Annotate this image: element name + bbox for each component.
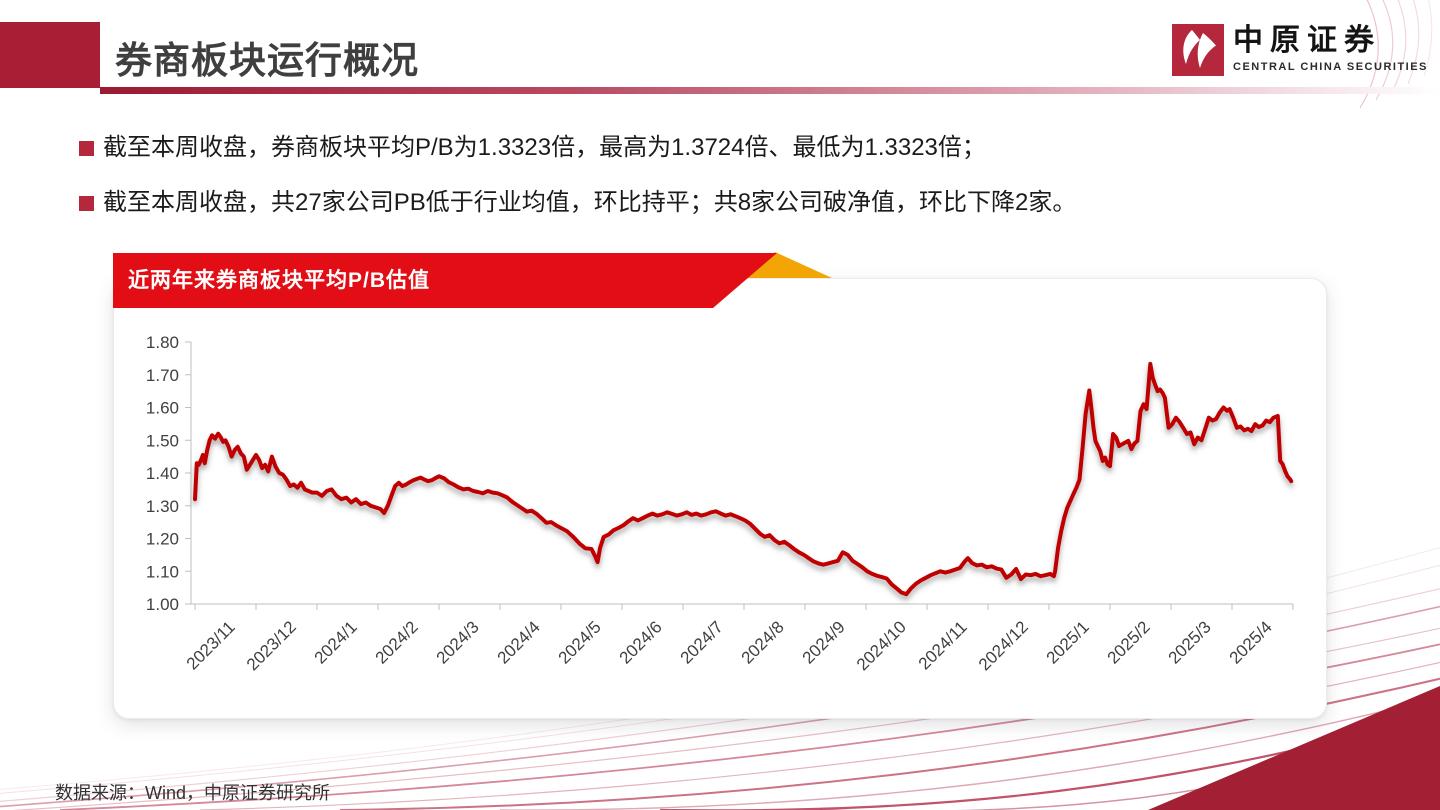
x-axis-label: 2024/5	[555, 617, 605, 667]
pb-line-series	[193, 361, 1294, 597]
corner-wedge	[1148, 686, 1440, 810]
x-axis-label: 2024/2	[372, 617, 422, 667]
y-axis-label: 1.50	[146, 431, 179, 450]
y-axis-label: 1.70	[146, 366, 179, 385]
x-axis-label: 2024/9	[799, 617, 849, 667]
header-gradient-underline	[100, 87, 1440, 94]
x-axis-label: 2024/3	[433, 617, 483, 667]
x-axis-label: 2024/6	[616, 617, 666, 667]
logo-phoenix-icon	[1172, 24, 1224, 76]
data-source-note: 数据来源：Wind，中原证券研究所	[55, 783, 331, 803]
logo-name-english: CENTRAL CHINA SECURITIES	[1233, 61, 1428, 73]
x-axis-label: 2025/1	[1043, 617, 1093, 667]
logo-name-chinese: 中原证券	[1233, 23, 1381, 58]
pb-line-chart: 1.00 1.10 1.20 1.30 1.40 1.50 1.60 1.70 1.80 2023…	[146, 333, 1294, 674]
x-axis-label: 2025/3	[1165, 617, 1215, 667]
bullet-text-2: 截至本周收盘，共27家公司PB低于行业均值，环比持平；共8家公司破净值，环比下降…	[103, 189, 1077, 216]
x-axis-label: 2024/8	[738, 617, 788, 667]
y-axis-label: 1.10	[146, 562, 179, 581]
chart-title-banner	[113, 252, 832, 308]
x-axis-label: 2024/7	[677, 617, 727, 667]
x-axis-label: 2023/12	[243, 617, 300, 674]
bullet-text-1: 截至本周收盘，券商板块平均P/B为1.3323倍，最高为1.3724倍、最低为1…	[103, 134, 986, 161]
axis-lines	[190, 342, 1293, 605]
x-axis-label: 2024/1	[311, 617, 361, 667]
bottom-decoration-lines	[0, 547, 1440, 810]
x-axis-label: 2025/4	[1226, 617, 1276, 667]
banner-red-ribbon	[113, 253, 777, 308]
chart-section: 1.00 1.10 1.20 1.30 1.40 1.50 1.60 1.70 1.80 2023…	[113, 251, 1327, 719]
x-axis-label: 2025/2	[1104, 617, 1154, 667]
page-title: 券商板块运行概况	[115, 40, 419, 81]
x-axis-label: 2024/4	[494, 617, 544, 667]
chart-banner-title: 近两年来券商板块平均P/B估值	[128, 269, 431, 292]
x-axis-label: 2024/12	[975, 617, 1032, 674]
bullet-square-icon	[79, 196, 94, 211]
x-axis-label: 2024/10	[853, 617, 910, 674]
y-axis-label: 1.00	[146, 595, 179, 614]
y-axis-label: 1.60	[146, 399, 179, 418]
y-axis-label: 1.30	[146, 497, 179, 516]
x-axis-label: 2024/11	[915, 617, 971, 673]
y-axis-label: 1.80	[146, 333, 179, 352]
header-accent-block	[0, 22, 100, 88]
bullet-square-icon	[79, 141, 94, 156]
y-axis-label: 1.40	[146, 464, 179, 483]
chart-card: 1.00 1.10 1.20 1.30 1.40 1.50 1.60 1.70 1.80 2023…	[113, 278, 1327, 719]
x-axis-label: 2023/11	[183, 617, 239, 673]
company-logo: 中原证券 CENTRAL CHINA SECURITIES	[1172, 24, 1428, 76]
y-axis-label: 1.20	[146, 530, 179, 549]
logo-text: 中原证券 CENTRAL CHINA SECURITIES	[1233, 24, 1428, 76]
